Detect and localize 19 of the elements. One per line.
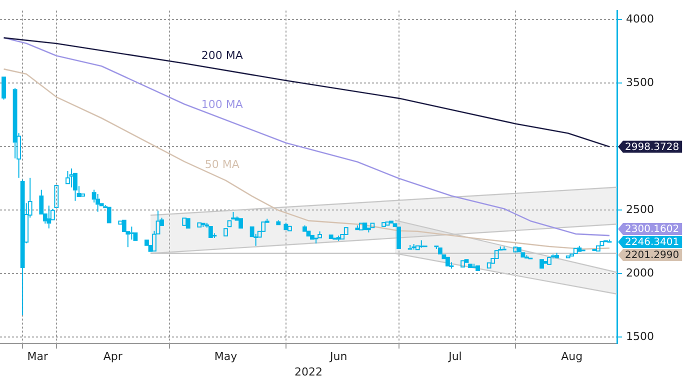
y-tick-label: 3500: [626, 76, 654, 89]
series-label: 50 MA: [204, 158, 240, 172]
x-tick-label: May: [214, 350, 238, 364]
x-tick-label: Apr: [103, 350, 123, 364]
data-label: 2300.1602: [625, 224, 680, 236]
x-tick-label: Aug: [561, 350, 583, 364]
x-tick-label: Jun: [329, 350, 348, 364]
y-tick-label: 1500: [626, 330, 654, 344]
data-label: 2998.3728: [625, 142, 680, 153]
y-tick-label: 2000: [626, 266, 654, 280]
x-axis-title: 2022: [294, 365, 322, 378]
series-label: 200 MA: [201, 49, 244, 62]
y-tick-label: 2500: [626, 203, 654, 216]
series-label: 100 MA: [201, 98, 244, 111]
data-label: 2201.2990: [625, 250, 680, 262]
annotation: 2246.3401: [625, 237, 680, 248]
x-tick-label: Jul: [448, 350, 462, 364]
x-tick-label: Mar: [27, 350, 48, 364]
y-tick-label: 4000: [626, 12, 654, 26]
